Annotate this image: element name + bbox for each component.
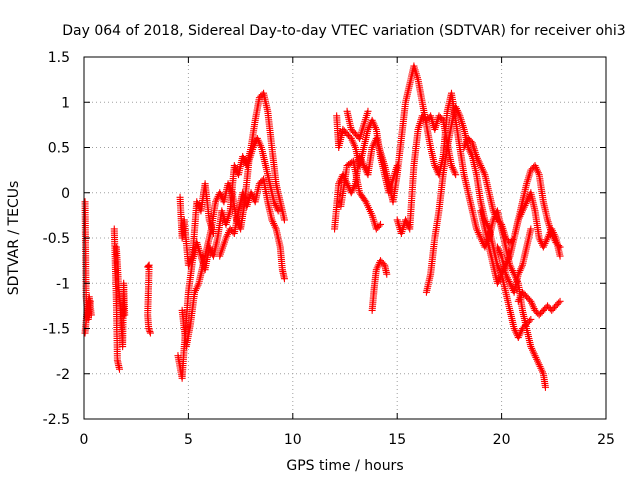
data-point-marker xyxy=(376,220,384,228)
data-point-marker xyxy=(146,328,154,336)
data-point-marker xyxy=(452,171,460,179)
data-point-marker xyxy=(541,383,549,391)
series-t9 xyxy=(216,175,288,283)
data-point-marker xyxy=(280,275,288,283)
data-point-marker xyxy=(145,325,153,332)
data-point-marker xyxy=(146,329,154,337)
series-t13 xyxy=(368,257,391,314)
grid-lines xyxy=(84,57,606,419)
data-point-marker xyxy=(556,297,564,305)
data-point-marker xyxy=(280,216,288,224)
series-t8 xyxy=(178,134,282,351)
x-tick-label: 5 xyxy=(184,432,193,448)
data-point-marker xyxy=(383,270,391,278)
data-point-marker xyxy=(145,326,153,334)
x-tick-label: 20 xyxy=(493,432,511,448)
x-tick-label: 15 xyxy=(388,432,406,448)
y-tick-label: -2 xyxy=(56,367,70,383)
x-axis-ticks: 0 5 10 15 20 25 xyxy=(80,57,615,448)
series-t14 xyxy=(343,107,372,142)
y-axis-label: SDTVAR / TECUs xyxy=(6,181,22,296)
y-tick-label: 1 xyxy=(61,95,70,111)
data-point-marker xyxy=(375,222,383,230)
data-point-marker xyxy=(115,365,123,373)
x-tick-label: 10 xyxy=(284,432,302,448)
series-t5 xyxy=(144,261,154,337)
series-t20 xyxy=(493,225,535,296)
y-axis-ticks: -2.5 -2 -1.5 -1 -0.5 0 0.5 1 1.5 xyxy=(43,50,606,428)
y-tick-label: -1 xyxy=(56,276,70,292)
y-tick-label: 1.5 xyxy=(48,50,70,66)
chart-title: Day 064 of 2018, Sidereal Day-to-day VTE… xyxy=(62,23,625,39)
data-point-marker xyxy=(87,311,95,319)
y-tick-label: -1.5 xyxy=(43,322,70,338)
x-axis-label: GPS time / hours xyxy=(286,458,403,474)
x-tick-label: 0 xyxy=(80,432,89,448)
y-tick-label: 0 xyxy=(61,186,70,202)
data-point-marker xyxy=(527,225,535,233)
data-point-marker xyxy=(438,115,446,123)
x-tick-label: 25 xyxy=(597,432,615,448)
data-point-marker xyxy=(274,207,282,215)
data-point-marker xyxy=(121,311,129,319)
data-point-marker xyxy=(364,107,372,115)
series-t18 xyxy=(477,189,564,287)
data-point-marker xyxy=(556,252,564,260)
y-tick-label: -2.5 xyxy=(43,412,70,428)
data-point-marker xyxy=(527,315,535,323)
series-t15 xyxy=(393,112,460,237)
series-t12 xyxy=(337,157,384,233)
data-point-marker xyxy=(525,317,533,325)
data-point-marker xyxy=(555,299,563,307)
series-t19 xyxy=(514,288,564,319)
series-t4 xyxy=(112,243,129,351)
data-markers xyxy=(81,62,564,391)
series-t7 xyxy=(174,89,288,382)
series-t2 xyxy=(81,293,95,337)
series-t6 xyxy=(176,180,217,269)
y-tick-label: -0.5 xyxy=(43,231,70,247)
y-tick-label: 0.5 xyxy=(48,141,70,157)
